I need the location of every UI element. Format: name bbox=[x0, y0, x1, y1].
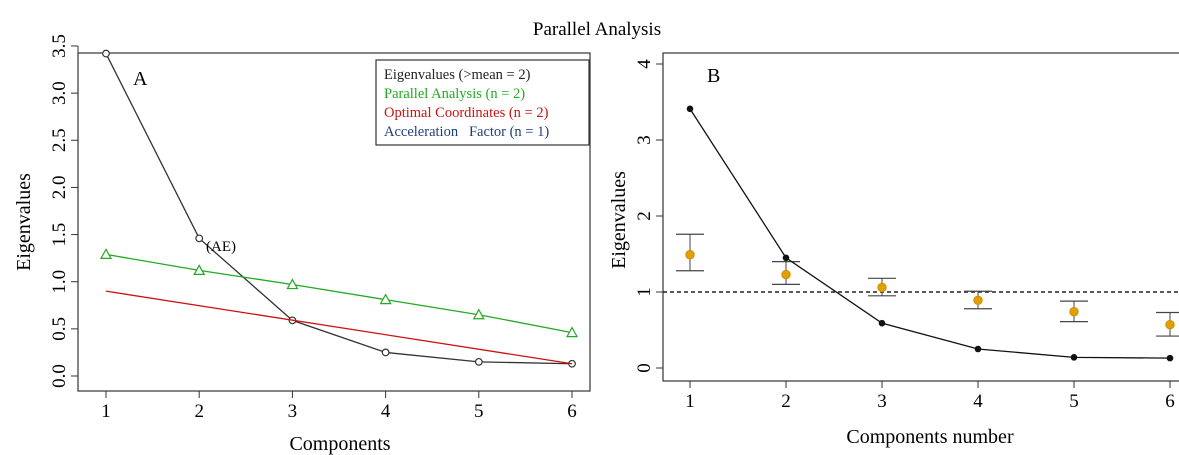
panel-a-legend-box bbox=[375, 59, 590, 146]
panel-a-eigenvalues-point bbox=[381, 348, 390, 357]
panel-a-parallel-point bbox=[193, 264, 206, 275]
panel-a-label: A bbox=[133, 68, 148, 90]
panel-b-eigenvalues-point bbox=[878, 319, 886, 327]
panel-a-x-tick-label: 3 bbox=[288, 401, 298, 422]
panel-b-x-tick-label: 5 bbox=[1069, 391, 1079, 412]
panel-a-x-tick-label: 2 bbox=[194, 401, 204, 422]
panel-b-x-tick-label: 3 bbox=[877, 391, 887, 412]
panel-a-y-tick-label: 2.5 bbox=[49, 128, 70, 152]
panel-a-parallel-line bbox=[105, 253, 573, 334]
panel-b-eigenvalues-point bbox=[686, 105, 694, 113]
panel-b-series bbox=[663, 105, 1179, 362]
panel-a-y-tick-label: 3.0 bbox=[49, 81, 70, 105]
panel-b-random-mean-point bbox=[973, 295, 983, 306]
panel-b-y-tick-label: 4 bbox=[634, 59, 655, 69]
panel-b-y-tick-label: 3 bbox=[634, 135, 655, 145]
panel-b-random-mean-point bbox=[1165, 319, 1175, 330]
panel-a-x-tick-label: 5 bbox=[474, 401, 484, 422]
panel-a-series bbox=[99, 49, 579, 368]
panel-b-x-tick-label: 6 bbox=[1165, 391, 1175, 412]
panel-a-x-tick-label: 4 bbox=[381, 401, 391, 422]
panel-a-annotation-ae: (AE) bbox=[206, 239, 236, 255]
panel-b-eigenvalues-point bbox=[782, 254, 790, 262]
panel-a-y-tick-label: 1.0 bbox=[49, 270, 70, 294]
panel-a-optimal-coordinates-line bbox=[105, 290, 573, 365]
panel-b: B Components number Eigenvalues 1 2 3 4 5 601… bbox=[608, 52, 1179, 448]
panel-b-eigenvalues-point bbox=[1070, 354, 1078, 361]
panel-a-y-tick-label: 3.5 bbox=[49, 34, 70, 58]
panel-b-axes: 1 2 3 4 5 6 0 1 2 3 4 bbox=[634, 59, 1175, 412]
panel-a-y-tick-label: 0.0 bbox=[49, 364, 70, 388]
panel-a-y-tick-label: 2.0 bbox=[49, 176, 70, 200]
panel-b-x-tick-label: 1 bbox=[685, 391, 695, 412]
panel-a-legend: Eigenvalues (>mean = 2) Parallel Analysi… bbox=[375, 59, 590, 146]
panel-a-legend-acceleration-factor: Acceleration Factor (n = 1) bbox=[384, 124, 549, 140]
panel-b-ylabel: Eigenvalues bbox=[608, 171, 630, 269]
panel-a-eigenvalues-point bbox=[102, 49, 110, 58]
panel-a-legend-eigenvalues: Eigenvalues (>mean = 2) bbox=[384, 67, 531, 83]
panel-a-parallel-point bbox=[99, 248, 113, 259]
panel-b-x-tick-label: 4 bbox=[973, 391, 983, 412]
panel-a-eigenvalues-point bbox=[195, 234, 204, 243]
panel-a-parallel-point bbox=[472, 308, 485, 320]
panel-b-xlabel: Components number bbox=[846, 426, 1014, 448]
panel-a-legend-optimal-coordinates: Optimal Coordinates (n = 2) bbox=[384, 105, 549, 121]
panel-a-axes: 1 2 3 4 5 6 0.0 0.5 1.0 1.5 2.0 2.5 3.0 3.5 bbox=[49, 34, 577, 422]
panel-a-eigenvalues-point bbox=[474, 357, 483, 366]
panel-a-eigenvalues-line bbox=[105, 53, 573, 365]
panel-b-label: B bbox=[707, 65, 720, 87]
panel-b-y-tick-label: 0 bbox=[634, 363, 655, 373]
panel-a-x-tick-label: 6 bbox=[567, 401, 577, 422]
panel-b-random-mean-point bbox=[781, 269, 791, 280]
panel-b-plot-frame bbox=[662, 52, 1179, 382]
panel-b-random-mean-point bbox=[877, 282, 887, 293]
panel-b-y-tick-label: 1 bbox=[634, 287, 655, 297]
panel-b-eigenvalues-point bbox=[974, 345, 982, 353]
panel-b-random-mean-point bbox=[1069, 307, 1079, 317]
panel-a-legend-parallel-analysis: Parallel Analysis (n = 2) bbox=[384, 86, 525, 102]
panel-a-x-tick-label: 1 bbox=[101, 401, 111, 422]
panel-a-parallel-point bbox=[286, 278, 299, 290]
panel-a-xlabel: Components bbox=[289, 433, 390, 455]
panel-a-y-tick-label: 1.5 bbox=[49, 223, 70, 247]
panel-b-eigenvalues-line bbox=[689, 108, 1171, 359]
panel-b-x-tick-label: 2 bbox=[781, 391, 791, 412]
panel-a-ylabel: Eigenvalues bbox=[13, 173, 35, 271]
panel-b-y-tick-label: 2 bbox=[634, 211, 655, 221]
panel-a-parallel-point bbox=[565, 326, 579, 338]
panel-b-random-mean-point bbox=[685, 250, 695, 260]
panel-a-y-tick-label: 0.5 bbox=[49, 317, 70, 341]
panel-b-eigenvalues-point bbox=[1166, 354, 1174, 362]
panel-a-parallel-point bbox=[379, 293, 392, 305]
figure-title: Parallel Analysis bbox=[533, 19, 661, 40]
panel-a: A Components Eigenvalues 1 2 3 4 5 6 0.0 0.5 1.0… bbox=[13, 34, 591, 455]
